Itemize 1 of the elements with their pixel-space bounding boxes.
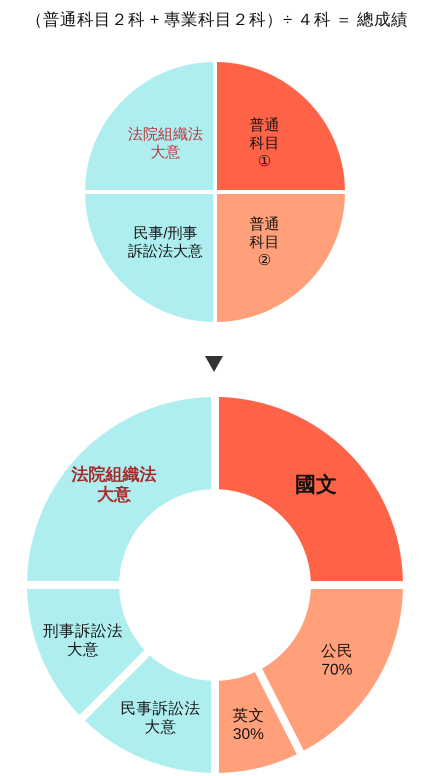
title: （普通科目２科 + 專業科目２科）÷ ４科 ＝ 總成績	[26, 10, 408, 29]
